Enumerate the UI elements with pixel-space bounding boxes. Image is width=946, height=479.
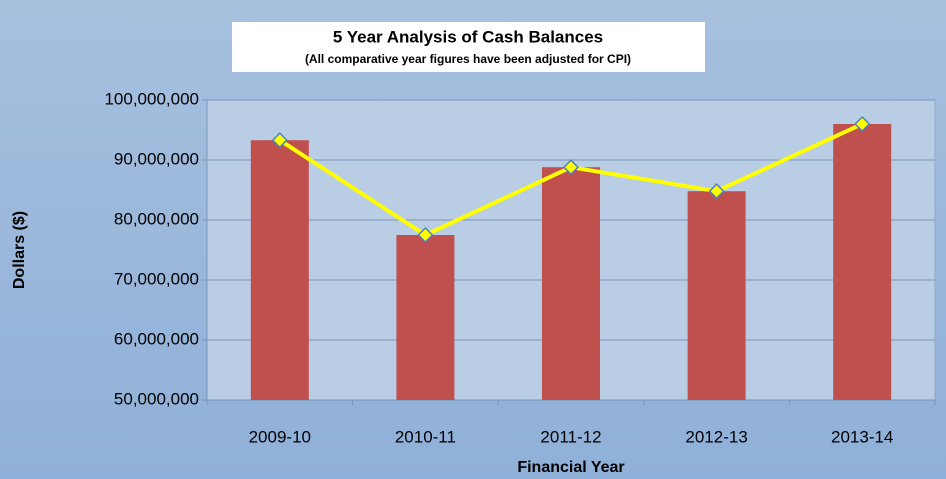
y-tick-label: 100,000,000 bbox=[104, 89, 199, 108]
y-tick-label: 70,000,000 bbox=[114, 269, 199, 288]
line-marker bbox=[271, 132, 288, 149]
x-tick-label: 2009-10 bbox=[249, 427, 311, 446]
bar bbox=[250, 140, 309, 400]
y-tick-label: 80,000,000 bbox=[114, 209, 199, 228]
y-axis-title: Dollars ($) bbox=[11, 211, 28, 289]
y-tick-label: 50,000,000 bbox=[114, 389, 199, 408]
chart-title: 5 Year Analysis of Cash Balances bbox=[333, 27, 603, 46]
bar bbox=[542, 167, 600, 400]
x-axis-title: Financial Year bbox=[517, 459, 624, 476]
y-tick-label: 60,000,000 bbox=[114, 329, 199, 348]
x-tick-label: 2012-13 bbox=[685, 427, 747, 446]
chart-subtitle: (All comparative year figures have been … bbox=[305, 52, 631, 66]
x-tick-label: 2010-11 bbox=[395, 427, 456, 446]
x-tick-label: 2013-14 bbox=[831, 427, 893, 446]
x-tick-label: 2011-12 bbox=[540, 427, 601, 446]
line-marker bbox=[562, 159, 580, 176]
bar bbox=[833, 124, 892, 400]
bar bbox=[687, 191, 746, 400]
bar bbox=[396, 235, 455, 400]
line-marker bbox=[708, 183, 725, 200]
y-tick-label: 90,000,000 bbox=[114, 149, 199, 168]
line-marker bbox=[854, 115, 871, 133]
line-marker bbox=[417, 226, 434, 244]
title-box bbox=[232, 22, 705, 72]
